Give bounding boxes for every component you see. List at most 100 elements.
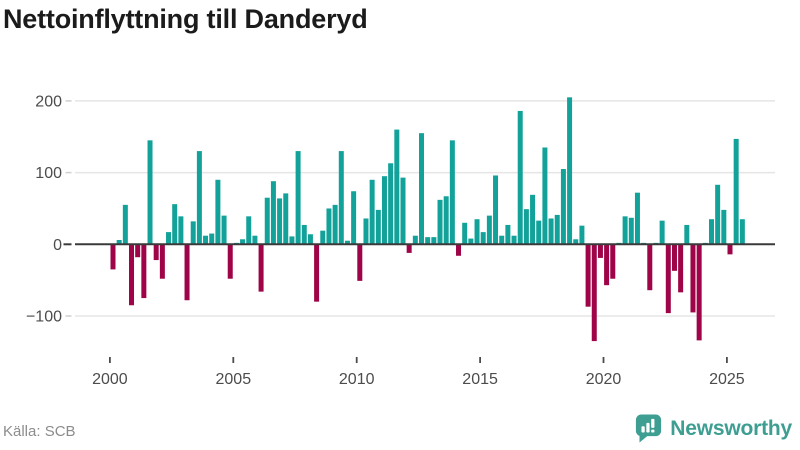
bar [209,233,215,245]
bar [715,184,721,245]
bar [252,235,258,245]
bar [548,218,554,245]
bar [301,224,307,245]
bar [468,238,474,245]
bar [215,179,221,245]
bar [573,239,579,245]
bar [307,234,313,245]
bar [184,244,190,301]
bar [166,232,172,245]
bar [351,191,357,245]
bar [449,140,455,245]
bar [511,235,517,245]
bar [264,197,270,245]
bar [462,222,468,245]
bar [295,151,301,245]
x-tick-label: 2020 [586,371,622,388]
bar [696,244,702,341]
bar [196,151,202,245]
x-tick-label: 2005 [216,371,252,388]
bar [147,140,153,245]
chart-title: Nettoinflyttning till Danderyd [3,4,368,34]
bar [283,193,289,245]
bar [665,244,671,314]
bar [375,209,381,245]
brand-name: Newsworthy [670,416,792,440]
bar [610,244,616,279]
bar [431,237,437,245]
bar [172,204,178,245]
bar [338,151,344,245]
bar [530,194,536,245]
bar [116,240,122,245]
bar [135,244,141,258]
bar [227,244,233,279]
net-migration-bar-chart: 200 100 0 −100 2000 2005 2010 2015 2020 2025 [26,93,775,388]
bar [678,244,684,293]
bar [647,244,653,291]
bars-group [110,97,745,342]
y-tick-label: 0 [53,237,62,254]
bar [129,244,135,306]
bar [110,244,116,270]
bar [622,216,628,245]
bar [240,239,246,245]
bar [628,217,634,245]
bar [381,176,387,245]
y-tick-label: 200 [35,93,62,110]
bar [604,244,610,286]
bar [684,224,690,245]
bar [326,208,332,245]
source-label: Källa: SCB [3,423,76,440]
bar [739,219,745,245]
bar [517,110,523,245]
bar [122,204,128,245]
bar [486,215,492,245]
bar [394,129,400,245]
bar [357,244,363,281]
x-tick-label: 2000 [92,371,128,388]
bar [190,221,196,245]
bar [585,244,591,307]
bar [554,214,560,245]
bar [400,177,406,245]
bar [499,235,505,245]
bar [406,244,412,253]
bar [221,215,227,245]
bar [591,244,597,342]
bar [419,133,424,245]
bar [634,192,640,245]
bar [363,218,369,245]
bar [369,179,375,245]
bar [258,244,264,292]
bar [437,199,443,245]
bar [727,244,733,255]
bar [277,198,283,245]
bar [659,220,665,245]
bar [314,244,320,302]
bar [270,181,276,245]
bar [289,236,295,245]
bar [332,204,338,245]
bar [721,209,727,245]
bar [141,244,147,299]
bar [412,235,418,245]
bar [159,244,165,279]
bar [443,196,449,245]
bar [425,237,431,245]
bar [708,219,714,245]
bar [456,244,462,256]
bar [480,232,486,245]
bar [523,209,529,245]
bar [690,244,696,313]
x-tick-label: 2025 [709,371,745,388]
bar [153,244,159,261]
bar [733,138,739,245]
newsworthy-logo: Newsworthy [635,413,792,444]
bar [178,216,184,245]
bar [579,225,585,245]
bar [567,97,573,245]
bar [203,235,209,245]
x-tick-label: 2015 [462,371,498,388]
bar [344,240,350,245]
